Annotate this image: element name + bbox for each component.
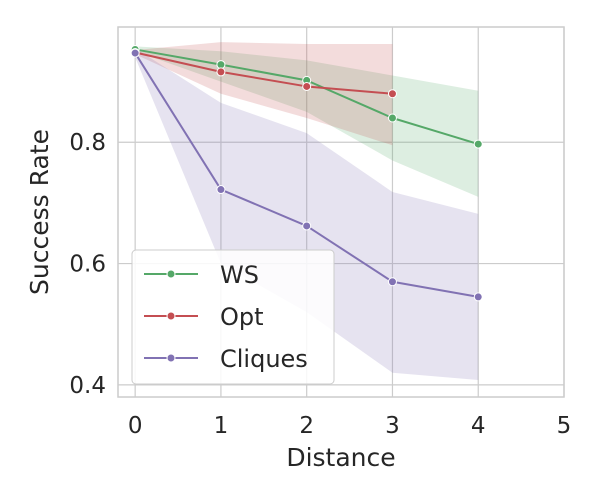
point-opt (387, 89, 397, 99)
point-cliques (302, 221, 312, 231)
x-tick-label: 5 (557, 413, 572, 439)
point-opt (216, 67, 226, 77)
plot-frame (117, 26, 565, 398)
legend-label-cliques: Cliques (220, 345, 308, 373)
x-tick-label: 1 (214, 413, 229, 439)
y-tick-label: 0.6 (69, 252, 106, 278)
x-tick-label: 2 (299, 413, 314, 439)
band-ws (135, 46, 479, 197)
point-cliques (216, 185, 226, 195)
point-ws (473, 139, 483, 149)
x-axis-label: Distance (286, 443, 395, 472)
legend-marker-cliques (166, 353, 176, 363)
y-axis-label: Success Rate (25, 129, 54, 295)
point-ws (387, 113, 397, 123)
legend-marker-ws (166, 269, 176, 279)
y-tick-label: 0.8 (69, 130, 106, 156)
x-tick-label: 3 (385, 413, 400, 439)
point-cliques (387, 277, 397, 287)
y-tick-labels: 0.4 0.6 0.8 (69, 130, 106, 399)
point-cliques (130, 48, 140, 58)
x-tick-labels: 0 1 2 3 4 5 (128, 413, 571, 439)
legend-label-opt: Opt (220, 303, 264, 331)
point-cliques (473, 292, 483, 302)
legend-label-ws: WS (220, 261, 259, 289)
line-opt (134, 51, 393, 95)
legend-marker-opt (166, 311, 176, 321)
legend-frame (131, 249, 335, 385)
x-tick-label: 0 (128, 413, 143, 439)
series-points (130, 44, 483, 302)
x-tick-label: 4 (471, 413, 486, 439)
y-tick-label: 0.4 (69, 373, 106, 399)
band-cliques (135, 48, 479, 381)
legend: WS Opt Cliques (131, 249, 335, 385)
point-opt (302, 81, 312, 91)
